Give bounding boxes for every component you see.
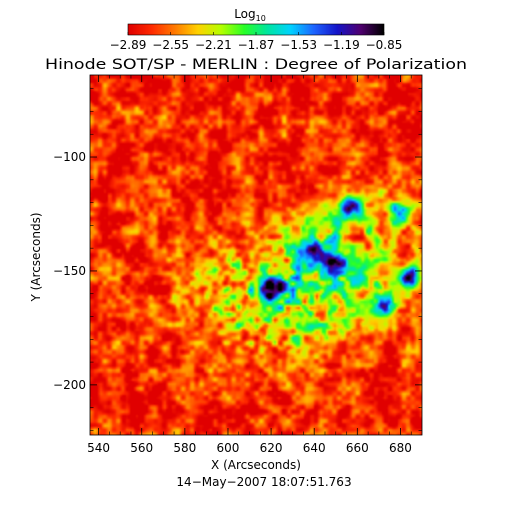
colorbar-ticks: −2.89 −2.55 −2.21 −1.87 −1.53 −1.19 −0.85 (110, 32, 403, 52)
x-tick-label: 620 (260, 441, 283, 455)
polarization-heatmap (90, 75, 422, 435)
x-tick-label: 560 (130, 441, 153, 455)
y-tick-label: −100 (53, 150, 86, 164)
chart-title: Hinode SOT/SP - MERLIN : Degree of Polar… (45, 57, 467, 73)
colorbar-label: Log10 (234, 7, 266, 23)
y-tick-label: −200 (53, 378, 86, 392)
colorbar-tick-label: −1.87 (238, 38, 275, 52)
y-axis-label: Y (Arcseconds) (29, 212, 43, 302)
plot-frame (89, 74, 423, 436)
colorbar-tick-label: −2.55 (152, 38, 189, 52)
x-axis: 540 560 580 600 620 640 660 680 (87, 75, 412, 455)
y-axis: −100 −150 −200 (53, 88, 422, 431)
y-tick-label: −150 (53, 264, 86, 278)
x-axis-label: X (Arcseconds) (211, 458, 301, 472)
colorbar-tick-label: −2.89 (110, 38, 147, 52)
x-tick-label: 600 (217, 441, 240, 455)
colorbar-tick-label: −1.19 (323, 38, 360, 52)
x-tick-label: 660 (346, 441, 369, 455)
colorbar-gradient (128, 24, 384, 35)
x-tick-label: 680 (389, 441, 412, 455)
x-tick-label: 640 (303, 441, 326, 455)
colorbar-tick-label: −1.53 (280, 38, 317, 52)
colorbar-tick-label: −2.21 (195, 38, 232, 52)
timestamp: 14−May−2007 18:07:51.763 (176, 475, 351, 489)
x-tick-label: 580 (173, 441, 196, 455)
colorbar-tick-label: −0.85 (366, 38, 403, 52)
colorbar: Log10 −2.89 −2.55 −2.21 −1.87 −1.53 −1.19 −0.8… (110, 7, 403, 52)
x-tick-label: 540 (87, 441, 110, 455)
